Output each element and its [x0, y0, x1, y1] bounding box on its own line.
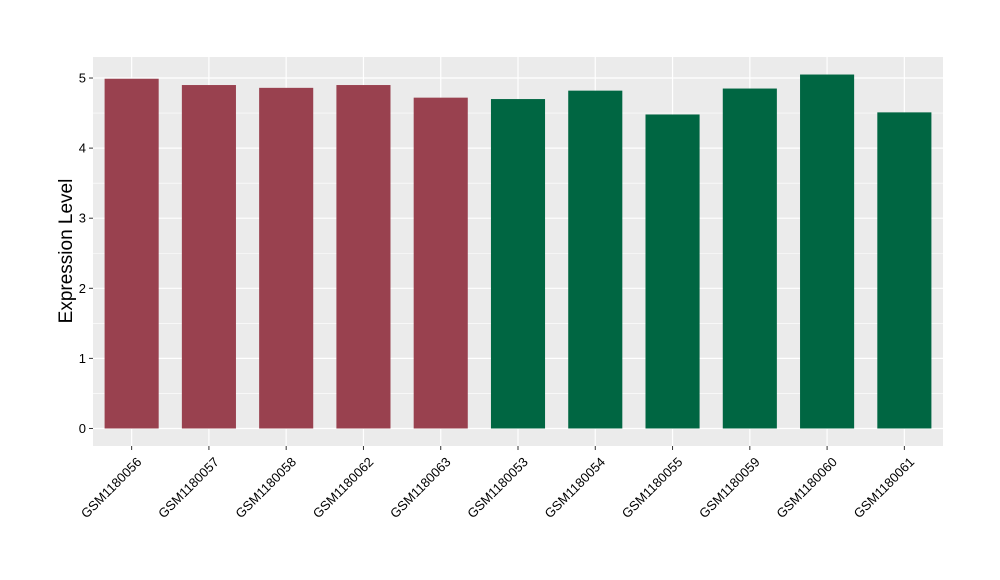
x-tick-label: GSM1180063: [387, 454, 454, 521]
y-tick-label: 1: [79, 351, 86, 366]
y-tick-label: 0: [79, 421, 86, 436]
x-axis-ticks: GSM1180056 GSM1180057 GSM1180058 GSM1180062…: [78, 446, 917, 521]
y-tick-label: 3: [79, 211, 86, 226]
x-tick-label: GSM1180055: [619, 454, 686, 521]
x-tick-label: GSM1180054: [542, 454, 609, 521]
bar-GSM1180062: [336, 85, 391, 429]
y-tick-label: 5: [79, 71, 86, 86]
bar-GSM1180053: [490, 99, 546, 429]
y-tick-label: 4: [79, 141, 86, 156]
bar-GSM1180061: [877, 112, 932, 429]
x-tick-label: GSM1180057: [155, 454, 222, 521]
bar-GSM1180055: [645, 114, 700, 429]
x-tick-label: GSM1180059: [696, 454, 763, 521]
bar-GSM1180063: [413, 97, 468, 429]
x-tick-label: GSM1180062: [310, 454, 377, 521]
bar-GSM1180060: [800, 74, 855, 429]
bars: [104, 74, 932, 429]
x-tick-label: GSM1180061: [851, 454, 918, 521]
x-tick-label: GSM1180058: [232, 454, 299, 521]
y-axis-title: Expression Level: [56, 179, 77, 324]
x-tick-label: GSM1180053: [464, 454, 531, 521]
bar-GSM1180059: [722, 88, 777, 429]
bar-GSM1180054: [568, 90, 623, 429]
y-tick-label: 2: [79, 281, 86, 296]
bar-GSM1180056: [104, 78, 159, 429]
x-tick-label: GSM1180056: [78, 454, 145, 521]
bar-GSM1180057: [181, 85, 236, 429]
bar-GSM1180058: [259, 87, 314, 429]
x-tick-label: GSM1180060: [773, 454, 840, 521]
y-axis-ticks: 0 1 2 3 4 5: [79, 71, 93, 436]
